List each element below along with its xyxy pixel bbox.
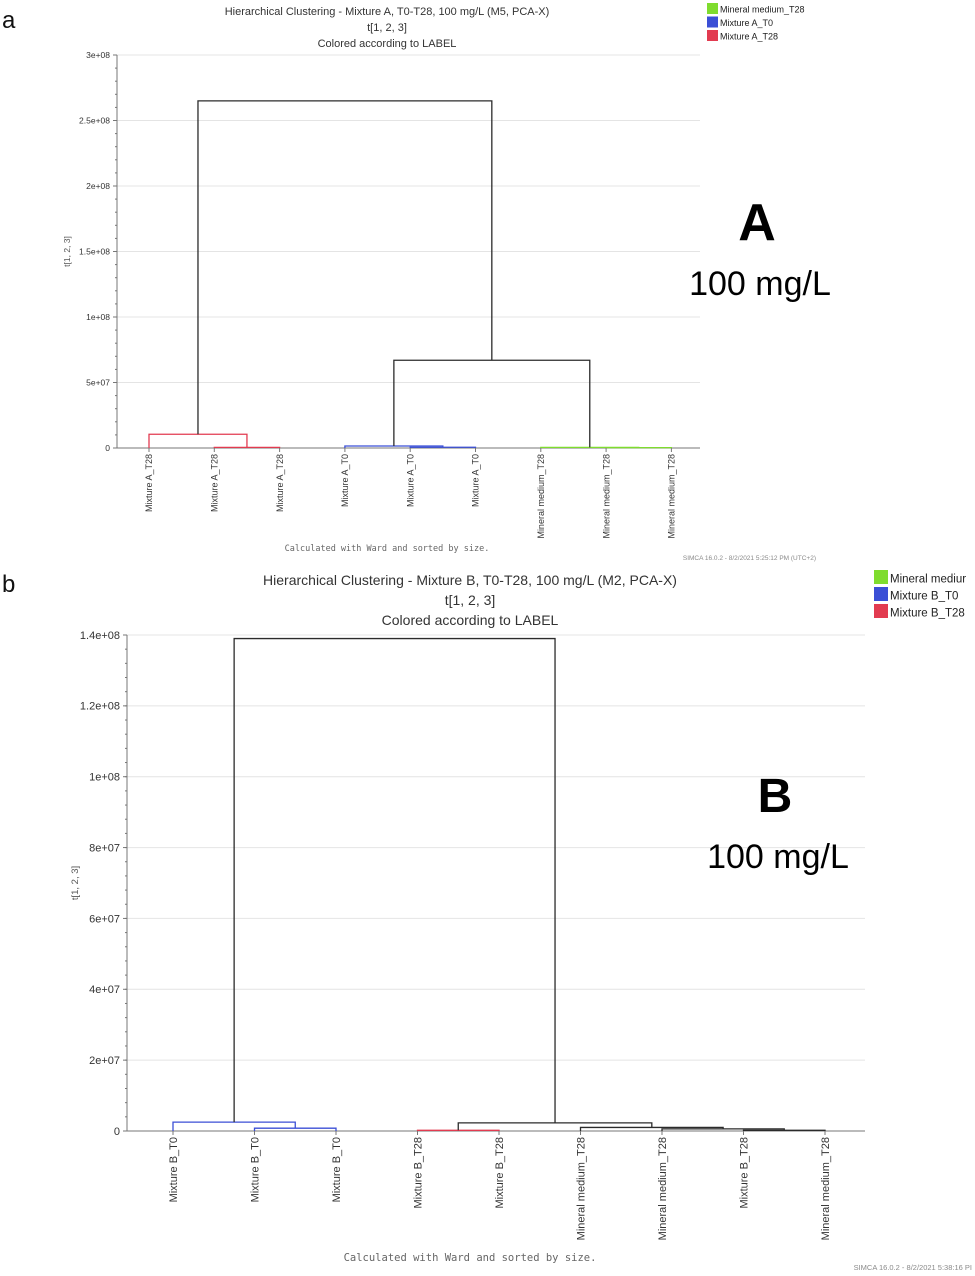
legend-label: Mixture B_T28 <box>890 608 965 620</box>
y-tick-label: 8e+07 <box>89 842 120 854</box>
footnote: Calculated with Ward and sorted by size. <box>285 544 490 554</box>
panel-letter-annotation: A <box>738 194 776 252</box>
legend-label: Mixture B_T0 <box>890 591 958 603</box>
y-tick-label: 2e+07 <box>89 1055 120 1067</box>
software-stamp: SIMCA 16.0.2 - 8/2/2021 5:25:12 PM (UTC+… <box>683 555 816 562</box>
leaf-label: Mixture A_T28 <box>144 454 154 512</box>
dendrogram-link <box>579 1126 724 1131</box>
y-tick-label: 5e+07 <box>86 377 110 387</box>
legend-swatch <box>707 3 718 14</box>
y-tick-label: 1e+08 <box>89 772 120 784</box>
dendrogram-link <box>172 1121 296 1131</box>
leaf-label: Mixture B_T0 <box>331 1137 343 1202</box>
y-tick-label: 2.5e+08 <box>79 115 110 125</box>
leaf-label: Mineral medium_T28 <box>667 454 677 539</box>
chart-title: Hierarchical Clustering - Mixture B, T0-… <box>263 572 677 588</box>
panel-a: a Hierarchical Clustering - Mixture A, T0… <box>2 3 831 562</box>
legend-label: Mixture A_T28 <box>720 32 778 42</box>
dendrogram-link <box>457 1122 653 1131</box>
y-axis-label: t[1, 2, 3] <box>70 866 81 900</box>
chart-subtitle: t[1, 2, 3] <box>367 22 407 34</box>
legend-swatch <box>874 570 888 584</box>
y-tick-label: 4e+07 <box>89 984 120 996</box>
panel-label: a <box>2 7 16 34</box>
y-tick-label: 1.4e+08 <box>80 630 120 642</box>
legend-swatch <box>874 587 888 601</box>
chart-subtitle: t[1, 2, 3] <box>445 592 496 608</box>
y-tick-label: 1.2e+08 <box>80 701 120 713</box>
y-tick-label: 1.5e+08 <box>79 246 110 256</box>
leaf-label: Mixture B_T28 <box>738 1137 750 1209</box>
legend-swatch <box>707 30 718 41</box>
panel-label: b <box>2 571 15 598</box>
chart-subtitle-2: Colored according to LABEL <box>318 38 457 50</box>
dendrogram-link <box>197 100 493 435</box>
concentration-annotation: 100 mg/L <box>689 265 831 303</box>
leaf-label: Mixture B_T28 <box>494 1137 506 1209</box>
chart-title: Hierarchical Clustering - Mixture A, T0-… <box>225 6 550 18</box>
dendrogram-link <box>416 1129 500 1131</box>
leaf-label: Mixture A_T0 <box>340 454 350 507</box>
leaf-label: Mixture B_T0 <box>249 1137 261 1202</box>
legend-swatch <box>707 16 718 28</box>
software-stamp: SIMCA 16.0.2 - 8/2/2021 5:38:16 PI <box>854 1263 972 1272</box>
leaf-label: Mixture A_T28 <box>275 454 285 512</box>
footnote: Calculated with Ward and sorted by size. <box>344 1252 597 1264</box>
dendrogram-link <box>742 1129 826 1131</box>
chart-subtitle-2: Colored according to LABEL <box>382 612 559 628</box>
leaf-label: Mineral medium_T28 <box>536 454 546 539</box>
dendrogram-link <box>253 1127 337 1131</box>
leaf-label: Mineral medium_T28 <box>820 1137 832 1240</box>
leaf-label: Mineral medium_T28 <box>601 454 611 539</box>
legend-label: Mixture A_T0 <box>720 18 773 28</box>
panel-letter-annotation: B <box>758 770 793 823</box>
y-tick-label: 6e+07 <box>89 913 120 925</box>
leaf-label: Mineral medium_T28 <box>575 1137 587 1240</box>
leaf-label: Mixture A_T28 <box>209 454 219 512</box>
dendrogram-link <box>233 637 556 1123</box>
y-axis-label: t[1, 2, 3] <box>62 236 72 267</box>
legend-label: Mineral medium_T28 <box>720 5 805 15</box>
y-tick-label: 1e+08 <box>86 312 110 322</box>
leaf-label: Mixture B_T28 <box>412 1137 424 1209</box>
leaf-label: Mixture B_T0 <box>168 1137 180 1202</box>
y-tick-label: 3e+08 <box>86 50 110 60</box>
y-tick-label: 0 <box>105 443 110 453</box>
dendrogram-link <box>213 446 281 448</box>
legend-label: Mineral mediur <box>890 574 966 586</box>
concentration-annotation: 100 mg/L <box>707 838 849 876</box>
y-tick-label: 2e+08 <box>86 181 110 191</box>
panel-b: b Hierarchical Clustering - Mixture B, T0… <box>2 570 972 1272</box>
dendrogram-link <box>148 433 248 448</box>
leaf-label: Mineral medium_T28 <box>657 1137 669 1240</box>
dendrogram-link <box>540 446 640 448</box>
leaf-label: Mixture A_T0 <box>471 454 481 507</box>
y-tick-label: 0 <box>114 1126 120 1138</box>
leaf-label: Mixture A_T0 <box>405 454 415 507</box>
dendrogram-link <box>393 359 591 448</box>
legend-swatch <box>874 604 888 618</box>
